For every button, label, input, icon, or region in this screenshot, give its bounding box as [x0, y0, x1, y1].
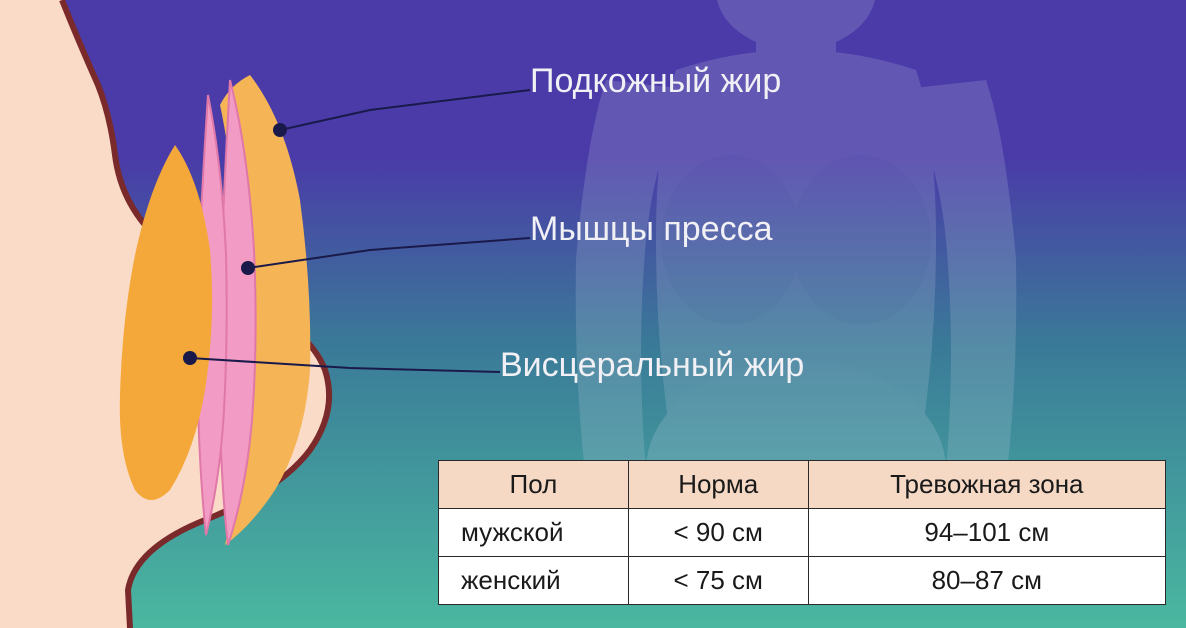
table-row: мужской < 90 см 94–101 см — [439, 509, 1166, 557]
cell-gender: мужской — [439, 509, 629, 557]
waist-size-table: Пол Норма Тревожная зона мужской < 90 см… — [438, 460, 1166, 605]
col-norm: Норма — [628, 461, 808, 509]
table-header-row: Пол Норма Тревожная зона — [439, 461, 1166, 509]
cell-warning: 94–101 см — [808, 509, 1165, 557]
cell-warning: 80–87 см — [808, 557, 1165, 605]
cell-norm: < 75 см — [628, 557, 808, 605]
col-gender: Пол — [439, 461, 629, 509]
cell-norm: < 90 см — [628, 509, 808, 557]
anatomy-cross-section — [0, 0, 400, 628]
label-visceral-fat: Висцеральный жир — [500, 346, 804, 385]
label-subcutaneous-fat: Подкожный жир — [530, 62, 781, 101]
label-abdominal-muscles: Мышцы пресса — [530, 210, 773, 249]
table-row: женский < 75 см 80–87 см — [439, 557, 1166, 605]
cell-gender: женский — [439, 557, 629, 605]
col-warning-zone: Тревожная зона — [808, 461, 1165, 509]
